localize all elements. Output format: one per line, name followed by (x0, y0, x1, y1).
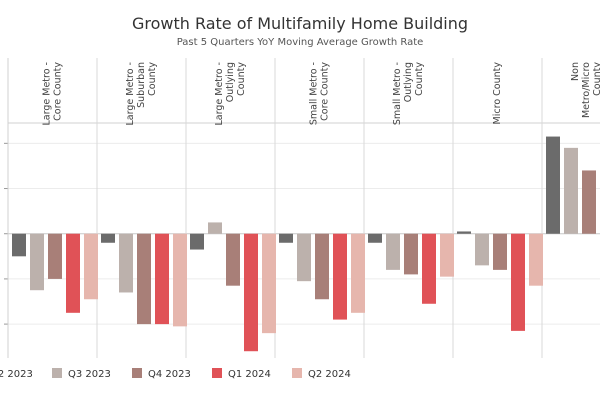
bar (422, 233, 436, 304)
bar (84, 233, 98, 300)
bar (386, 233, 400, 270)
legend-label: Q3 2023 (68, 369, 111, 380)
panel-header-label: County (147, 62, 158, 96)
panel-header-label: County (414, 62, 425, 96)
bar (226, 233, 240, 286)
bar (137, 233, 151, 325)
bar (297, 233, 311, 282)
bar (315, 233, 329, 300)
legend-item[interactable]: Q1 2024 (212, 368, 271, 380)
bar (546, 136, 560, 234)
bar (351, 233, 365, 313)
panel-header-label: Micro County (492, 62, 503, 125)
legend-label: Q2 2023 (0, 369, 33, 380)
bar (475, 233, 489, 266)
bar (119, 233, 133, 293)
panel-header-label: Core County (53, 62, 64, 121)
legend-swatch (52, 368, 62, 378)
bar (440, 233, 454, 277)
bar (48, 233, 62, 279)
panel-header-label: Metro/Micro (581, 62, 592, 118)
bar (101, 233, 115, 243)
chart-title: Growth Rate of Multifamily Home Building (131, 14, 469, 33)
bar (493, 233, 507, 270)
legend-item[interactable]: Q2 2024 (292, 368, 351, 380)
bar (66, 233, 80, 313)
legend-item[interactable]: Q4 2023 (132, 368, 191, 380)
panel-header-label: Small Metro - (392, 62, 403, 125)
bar (155, 233, 169, 325)
bar (279, 233, 293, 243)
bar (582, 170, 596, 234)
legend-swatch (132, 368, 142, 378)
bar (333, 233, 347, 320)
panel-header-label: Large Metro - (125, 62, 136, 125)
panel-header-label: County (236, 62, 247, 96)
bar (564, 147, 578, 234)
legend-label: Q2 2024 (308, 369, 351, 380)
legend-swatch (212, 368, 222, 378)
panel-header-label: Outlying (403, 62, 414, 102)
panel-header-label: Large Metro - (214, 62, 225, 125)
legend-item[interactable]: Q2 2023 (0, 368, 33, 380)
bar (208, 222, 222, 234)
bar (12, 233, 26, 257)
bar (404, 233, 418, 275)
bar (190, 233, 204, 250)
bar (457, 231, 471, 234)
panel-header-label: County (592, 62, 600, 96)
panel-header-label: Outlying (225, 62, 236, 102)
bar (173, 233, 187, 327)
legend-label: Q1 2024 (228, 369, 271, 380)
legend-item[interactable]: Q3 2023 (52, 368, 111, 380)
legend-label: Q4 2023 (148, 369, 191, 380)
bar (529, 233, 543, 286)
chart-subtitle: Past 5 Quarters YoY Moving Average Growt… (176, 37, 424, 48)
bar (30, 233, 44, 291)
panel-header-label: Non (570, 62, 581, 81)
panel-header-label: Small Metro - (309, 62, 320, 125)
legend-swatch (292, 368, 302, 378)
panel-header-label: Suburban (136, 62, 147, 108)
bar (244, 233, 258, 352)
bar (262, 233, 276, 334)
bar (511, 233, 525, 331)
panel-header-label: Large Metro - (42, 62, 53, 125)
panel-header-label: Core County (320, 62, 331, 121)
bar (368, 233, 382, 243)
